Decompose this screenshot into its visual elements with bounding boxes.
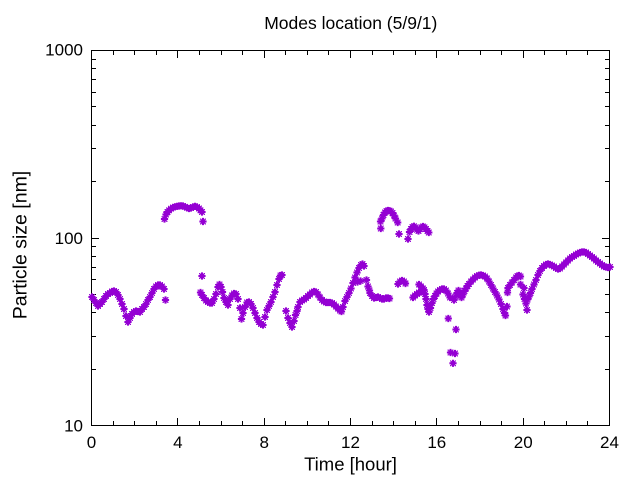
- svg-text:Modes location (5/9/1): Modes location (5/9/1): [264, 13, 437, 33]
- svg-text:8: 8: [259, 433, 268, 452]
- svg-text:24: 24: [600, 433, 619, 452]
- svg-text:4: 4: [173, 433, 182, 452]
- svg-text:Time [hour]: Time [hour]: [304, 454, 397, 475]
- svg-text:1000: 1000: [45, 41, 83, 60]
- svg-text:Particle size [nm]: Particle size [nm]: [10, 171, 32, 319]
- svg-text:20: 20: [514, 433, 533, 452]
- svg-text:16: 16: [427, 433, 446, 452]
- svg-text:0: 0: [87, 433, 96, 452]
- svg-text:12: 12: [341, 433, 360, 452]
- svg-text:10: 10: [64, 417, 83, 436]
- svg-text:100: 100: [55, 229, 83, 248]
